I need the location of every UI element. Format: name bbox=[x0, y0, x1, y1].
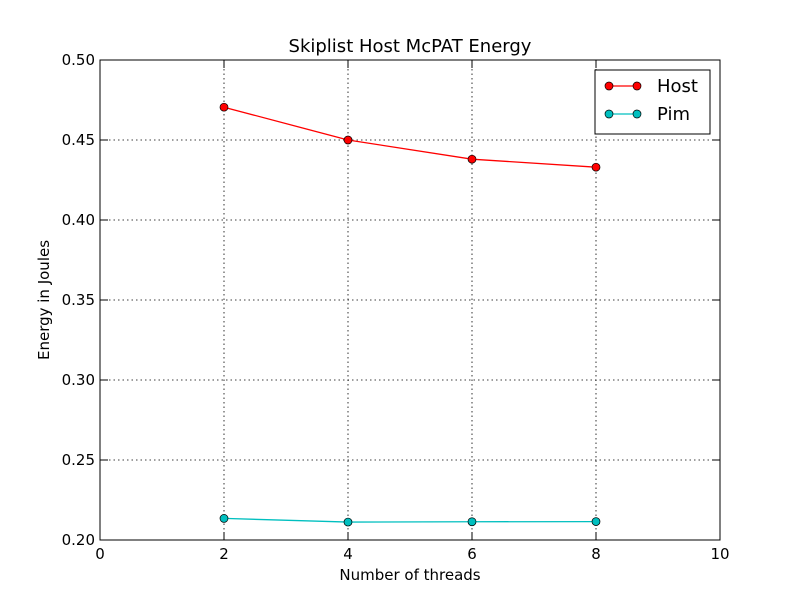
legend-pim-label: Pim bbox=[657, 104, 690, 125]
legend-pim-marker bbox=[632, 109, 642, 119]
x-tick-label: 6 bbox=[467, 545, 477, 563]
host-data-point bbox=[591, 162, 601, 172]
tick-layer: 0 2 4 6 8 10 0.20 0.25 0.30 0.35 0.40 0.45 0.50 bbox=[62, 51, 730, 563]
x-tick-label: 4 bbox=[343, 545, 353, 563]
y-axis-label: Energy in Joules bbox=[35, 240, 53, 360]
pim-data-point bbox=[467, 517, 477, 527]
x-tick-label: 0 bbox=[95, 545, 105, 563]
host-series-line bbox=[223, 106, 597, 168]
y-tick-label: 0.35 bbox=[62, 291, 95, 309]
y-tick-label: 0.40 bbox=[62, 211, 95, 229]
x-tick-label: 2 bbox=[219, 545, 229, 563]
x-tick-label: 8 bbox=[591, 545, 601, 563]
pim-data-point bbox=[343, 517, 353, 527]
x-tick-label: 10 bbox=[710, 545, 729, 563]
legend: Host Pim bbox=[594, 69, 711, 135]
legend-pim-marker bbox=[604, 109, 614, 119]
legend-host-marker bbox=[632, 81, 642, 91]
pim-series-line bbox=[223, 517, 597, 523]
legend-box bbox=[594, 69, 711, 135]
host-data-point bbox=[219, 102, 229, 112]
legend-host-label: Host bbox=[657, 76, 698, 97]
y-tick-label: 0.25 bbox=[62, 451, 95, 469]
y-tick-label: 0.30 bbox=[62, 371, 95, 389]
grid-layer bbox=[100, 60, 720, 540]
y-tick-label: 0.45 bbox=[62, 131, 95, 149]
chart-title: Skiplist Host McPAT Energy bbox=[289, 36, 532, 57]
series-layer bbox=[219, 102, 601, 527]
legend-host-marker bbox=[604, 81, 614, 91]
host-data-point bbox=[467, 154, 477, 164]
y-tick-label: 0.20 bbox=[62, 531, 95, 549]
pim-data-point bbox=[591, 517, 601, 526]
host-data-point bbox=[343, 135, 353, 145]
pim-data-point bbox=[219, 514, 229, 523]
y-tick-label: 0.50 bbox=[62, 51, 95, 69]
x-axis-label: Number of threads bbox=[339, 566, 480, 584]
